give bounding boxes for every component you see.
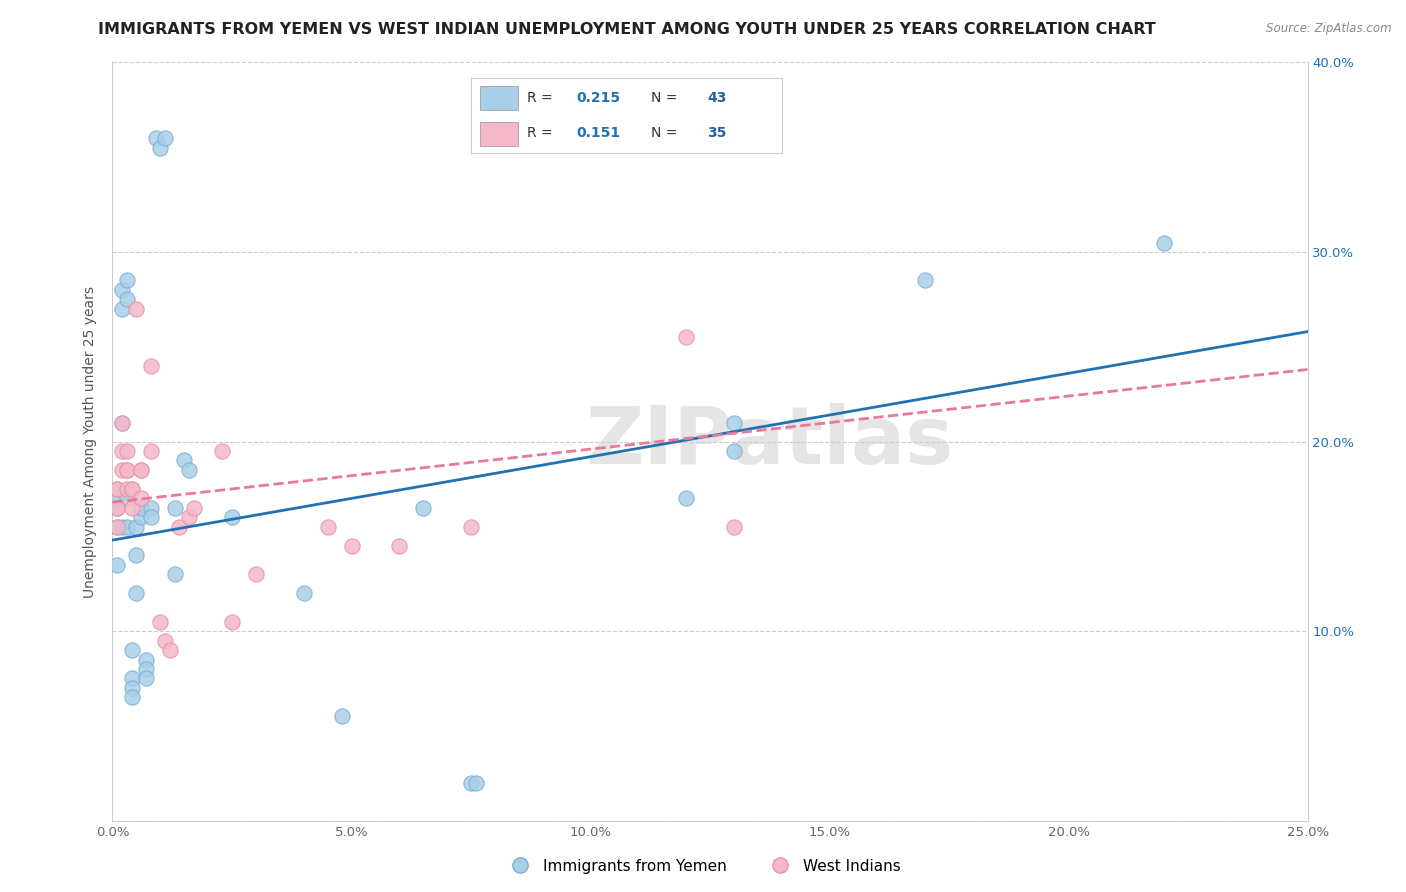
Point <box>177 463 200 477</box>
Point <box>111 416 134 430</box>
Point <box>129 491 152 506</box>
Point <box>135 652 157 666</box>
Point <box>330 709 353 723</box>
Point <box>111 416 134 430</box>
Point <box>121 482 143 496</box>
Point <box>292 586 315 600</box>
Point <box>115 293 138 307</box>
Point <box>153 633 176 648</box>
Point <box>105 500 128 515</box>
Legend: Immigrants from Yemen, West Indians: Immigrants from Yemen, West Indians <box>499 853 907 880</box>
Point <box>115 520 138 534</box>
Point <box>340 539 363 553</box>
Point <box>129 463 152 477</box>
Point <box>115 491 138 506</box>
Point <box>221 615 243 629</box>
Point <box>221 510 243 524</box>
Point <box>115 463 138 477</box>
Point <box>153 131 176 145</box>
Point <box>111 301 134 316</box>
Text: Source: ZipAtlas.com: Source: ZipAtlas.com <box>1267 22 1392 36</box>
Point <box>316 520 339 534</box>
Point <box>139 444 162 458</box>
Point <box>211 444 233 458</box>
Point <box>111 444 134 458</box>
Point <box>149 615 172 629</box>
Point <box>105 482 128 496</box>
Point <box>135 662 157 676</box>
Point <box>723 416 745 430</box>
Point <box>245 567 267 582</box>
Point <box>115 463 138 477</box>
Point <box>460 520 482 534</box>
Point <box>125 586 148 600</box>
Point <box>125 548 148 563</box>
Point <box>111 520 134 534</box>
Point <box>111 283 134 297</box>
Point <box>723 520 745 534</box>
Point <box>460 776 482 790</box>
Point <box>149 141 172 155</box>
Point <box>163 567 186 582</box>
Point <box>129 510 152 524</box>
Point <box>135 672 157 686</box>
Point <box>121 690 143 705</box>
Point <box>675 330 697 344</box>
Point <box>129 500 152 515</box>
Text: IMMIGRANTS FROM YEMEN VS WEST INDIAN UNEMPLOYMENT AMONG YOUTH UNDER 25 YEARS COR: IMMIGRANTS FROM YEMEN VS WEST INDIAN UNE… <box>98 22 1156 37</box>
Point <box>121 672 143 686</box>
Point <box>177 510 200 524</box>
Point <box>121 482 143 496</box>
Point <box>163 500 186 515</box>
Point <box>105 500 128 515</box>
Point <box>173 453 195 467</box>
Point <box>1153 235 1175 250</box>
Text: ZIPatlas: ZIPatlas <box>586 402 953 481</box>
Point <box>121 681 143 695</box>
Point <box>115 444 138 458</box>
Point <box>169 520 191 534</box>
Point <box>125 301 148 316</box>
Point <box>115 482 138 496</box>
Point <box>139 359 162 373</box>
Point <box>105 558 128 572</box>
Point <box>139 510 162 524</box>
Point <box>139 500 162 515</box>
Point <box>183 500 205 515</box>
Point <box>129 463 152 477</box>
Point <box>121 643 143 657</box>
Point <box>121 500 143 515</box>
Point <box>105 520 128 534</box>
Point <box>388 539 411 553</box>
Point <box>412 500 434 515</box>
Point <box>115 273 138 287</box>
Point <box>105 520 128 534</box>
Point <box>159 643 181 657</box>
Point <box>145 131 167 145</box>
Point <box>125 520 148 534</box>
Point <box>914 273 936 287</box>
Point <box>464 776 486 790</box>
Point <box>105 491 128 506</box>
Point <box>675 491 697 506</box>
Point <box>723 444 745 458</box>
Y-axis label: Unemployment Among Youth under 25 years: Unemployment Among Youth under 25 years <box>83 285 97 598</box>
Point <box>111 463 134 477</box>
Point <box>105 482 128 496</box>
